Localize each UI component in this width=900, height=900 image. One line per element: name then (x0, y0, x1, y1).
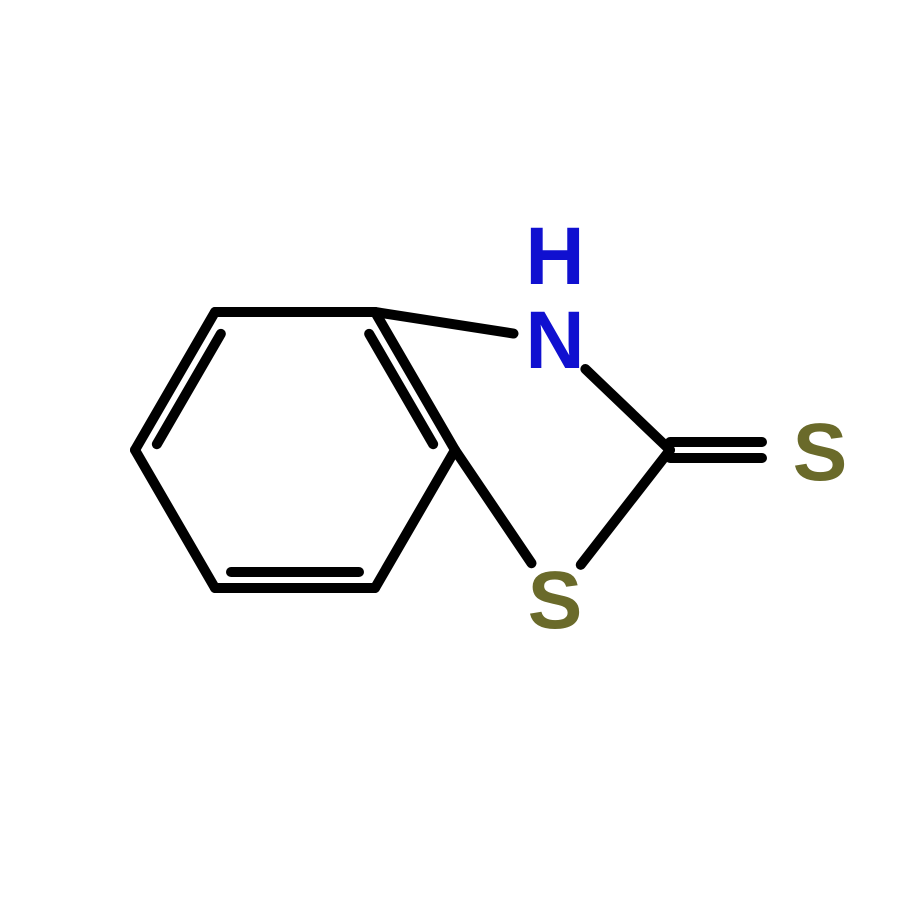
bond-line (135, 312, 215, 450)
bond-line (375, 450, 455, 588)
sulfur-atom-label: S (528, 555, 583, 646)
bond-line (135, 450, 215, 588)
bond-line (455, 450, 531, 563)
hydrogen-atom-label: H (525, 211, 584, 302)
bonds-layer (135, 312, 762, 588)
bond-line (581, 450, 670, 565)
bond-line (375, 312, 455, 450)
molecule-diagram: NH S S (0, 0, 900, 900)
nitrogen-atom-label: N (525, 295, 584, 386)
atoms-layer: NH S S (525, 211, 847, 646)
sulfur-atom-label: S (793, 407, 848, 498)
bond-line (585, 369, 670, 450)
bond-line (375, 312, 513, 334)
